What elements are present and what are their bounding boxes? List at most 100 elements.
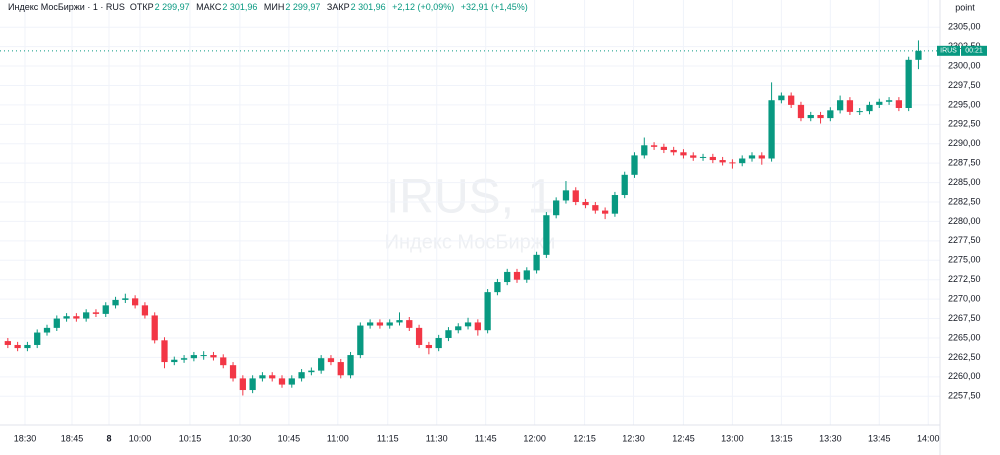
legend-header: Индекс МосБиржи · 1 · RUS ОТКР2 299,97 М…: [8, 2, 532, 12]
candle-body: [582, 202, 589, 206]
candle-body: [92, 312, 100, 314]
candle-body: [680, 152, 687, 156]
close-label: ЗАКР: [326, 2, 350, 12]
grid: [0, 0, 940, 425]
candle-body: [122, 298, 129, 300]
candle-body: [915, 50, 922, 60]
candle-body: [425, 344, 433, 349]
candle-body: [406, 320, 413, 328]
watermark-name: Индекс МосБиржи: [385, 231, 556, 253]
candle-body: [866, 104, 873, 112]
y-tick-label: 2305,00: [948, 22, 981, 32]
price-tag-ticker: IRUS: [940, 48, 957, 55]
candle-body: [513, 271, 521, 280]
candle-body: [278, 378, 286, 385]
candle-body: [876, 101, 883, 105]
y-tick-label: 2265,00: [948, 332, 981, 342]
candle-body: [895, 100, 903, 108]
candle-body: [729, 162, 736, 164]
candle-body: [788, 95, 795, 105]
y-tick-label: 2297,50: [948, 80, 981, 90]
candle-body: [43, 327, 51, 333]
candle-body: [366, 322, 374, 326]
candle-body: [748, 155, 756, 159]
candle-body: [376, 322, 384, 326]
candle-body: [171, 359, 178, 363]
candle-body: [14, 344, 21, 349]
candle-body: [621, 174, 628, 196]
watermark-ticker: IRUS, 1: [386, 171, 554, 224]
candle-body: [415, 327, 423, 345]
candle-body: [73, 316, 80, 319]
candle-body: [758, 155, 765, 159]
candle-body: [592, 205, 599, 211]
candle-body: [298, 372, 305, 379]
x-tick-label: 11:45: [475, 433, 497, 443]
y-tick-label: 2262,50: [948, 352, 981, 362]
candle-body: [856, 111, 863, 113]
candle-body: [739, 158, 746, 164]
candle-body: [807, 114, 814, 119]
x-tick-label: 10:00: [129, 433, 152, 443]
x-tick-label: 14:00: [917, 433, 940, 443]
y-tick-label: 2260,00: [948, 371, 981, 381]
candle-body: [611, 195, 619, 214]
candle-body: [464, 322, 472, 327]
candle-body: [357, 325, 364, 356]
candle-body: [288, 378, 295, 385]
candle-body: [601, 210, 609, 214]
candle-body: [455, 326, 462, 331]
candle-body: [660, 146, 668, 150]
x-tick-label: 11:15: [377, 433, 399, 443]
candle-body: [131, 298, 139, 306]
y-tick-label: 2267,50: [948, 313, 981, 323]
candle-body: [631, 155, 638, 175]
candle-body: [690, 155, 697, 158]
candle-body: [474, 322, 481, 331]
y-tick-label: 2277,50: [948, 235, 981, 245]
x-tick-label: 11:00: [327, 433, 349, 443]
y-tick-label: 2257,50: [948, 391, 981, 401]
candle-body: [396, 320, 403, 323]
candle-body: [259, 375, 266, 379]
candle-body: [220, 357, 227, 366]
candle-body: [249, 378, 256, 391]
x-tick-label: 13:30: [819, 433, 842, 443]
candle-body: [494, 282, 501, 293]
candle-body: [543, 215, 550, 255]
candle-body: [445, 330, 452, 338]
candle-body: [239, 378, 246, 391]
candle-body: [670, 149, 677, 153]
candle-body: [327, 358, 335, 363]
low-value: 2 299,97: [285, 2, 321, 12]
candle-body: [885, 100, 893, 102]
open-value: 2 299,97: [154, 2, 190, 12]
candle-body: [4, 341, 11, 345]
price-tag-timer-box: [961, 45, 987, 56]
y-tick-label: 2272,50: [948, 274, 981, 284]
candle-body: [269, 375, 276, 379]
candle-body: [386, 322, 393, 326]
x-tick-label: 12:45: [672, 433, 695, 443]
high-label: МАКС: [196, 2, 222, 12]
axes: 2305,002302,502300,002297,502295,002292,…: [14, 22, 987, 443]
candle-body: [641, 145, 648, 156]
y-tick-label: 2287,50: [948, 158, 981, 168]
candle-body: [24, 344, 31, 349]
candle-body: [836, 100, 844, 111]
y-tick-label: 2290,00: [948, 138, 981, 148]
x-tick-label: 18:30: [14, 433, 37, 443]
x-tick-label: 11:30: [426, 433, 448, 443]
x-tick-label: 10:45: [278, 433, 301, 443]
candle-body: [34, 332, 41, 345]
symbol: Индекс МосБиржи · 1 · RUS: [8, 2, 125, 12]
candle-body: [504, 271, 511, 283]
y-tick-label: 2300,00: [948, 60, 981, 70]
candle-body: [347, 355, 354, 376]
candle-body: [141, 305, 149, 316]
candle-body: [778, 95, 785, 101]
candle-body: [180, 358, 188, 360]
candle-body: [905, 59, 912, 108]
candle-body: [817, 114, 824, 119]
candle-body: [846, 100, 854, 112]
